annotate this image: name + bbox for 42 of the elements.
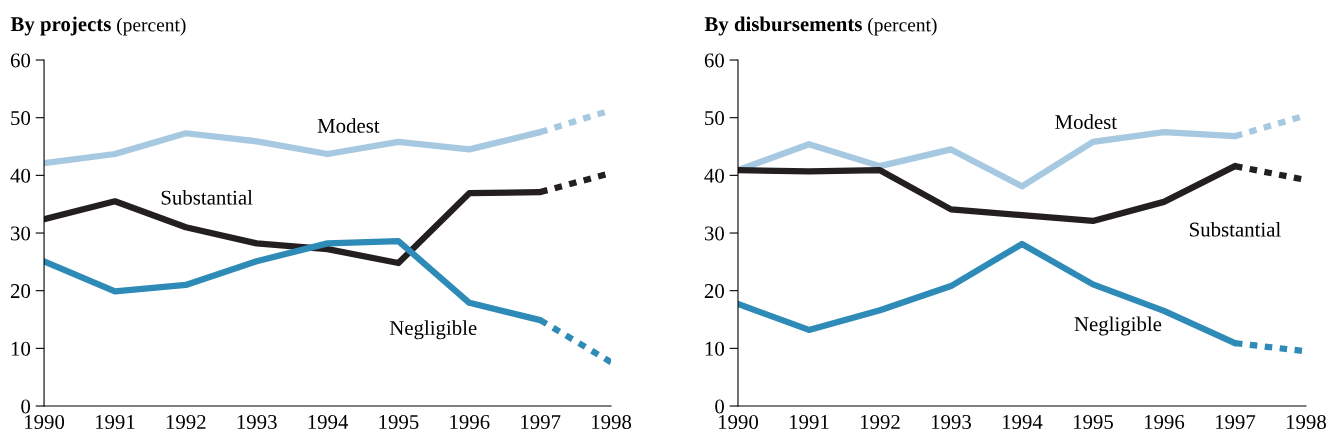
y-tick-label: 40 [704, 168, 724, 183]
y-tick-label: 60 [10, 53, 31, 68]
x-tick-label: 1998 [592, 414, 632, 430]
chart-subtitle: (percent) [117, 17, 186, 36]
series-label: Substantial [1190, 221, 1281, 237]
x-tick-label: 1994 [308, 415, 349, 430]
x-tick-label: 1992 [860, 415, 900, 430]
x-tick-label: 1997 [1215, 415, 1256, 430]
x-tick-label: 1991 [95, 415, 135, 430]
y-tick-label: 10 [705, 341, 724, 356]
x-tick-label: 1991 [789, 415, 829, 430]
x-tick-label: 1996 [450, 415, 490, 430]
chart-title: By disbursements [704, 16, 862, 36]
chart-title: By projects [10, 16, 111, 36]
series-label: Negligible [389, 320, 477, 340]
series-label: Substantial [161, 190, 253, 205]
x-tick-label: 1992 [166, 415, 206, 430]
y-tick-label: 0 [715, 399, 724, 414]
series-label: Modest [317, 118, 380, 133]
x-tick-label: 1990 [25, 414, 65, 430]
x-tick-label: 1998 [1286, 414, 1326, 430]
series-label: Modest [1055, 114, 1117, 130]
x-tick-label: 1997 [521, 415, 561, 430]
x-tick-label: 1995 [379, 415, 419, 430]
x-tick-label: 1993 [931, 415, 971, 430]
y-tick-label: 50 [11, 111, 31, 126]
x-tick-label: 1994 [1002, 415, 1043, 430]
x-tick-label: 1990 [718, 414, 759, 430]
y-tick-label: 30 [704, 226, 724, 241]
x-tick-label: 1993 [237, 415, 277, 430]
y-tick-label: 60 [704, 53, 724, 68]
y-tick-label: 20 [10, 284, 31, 299]
y-tick-label: 10 [11, 341, 31, 356]
chart-subtitle: (percent) [868, 17, 937, 36]
x-tick-label: 1995 [1073, 415, 1113, 430]
y-tick-label: 40 [10, 168, 31, 183]
y-tick-label: 20 [704, 284, 724, 299]
y-tick-label: 50 [705, 111, 724, 126]
y-tick-label: 30 [11, 226, 31, 241]
x-tick-label: 1996 [1144, 415, 1185, 430]
series-label: Negligible [1074, 316, 1162, 336]
y-tick-label: 0 [21, 399, 31, 414]
